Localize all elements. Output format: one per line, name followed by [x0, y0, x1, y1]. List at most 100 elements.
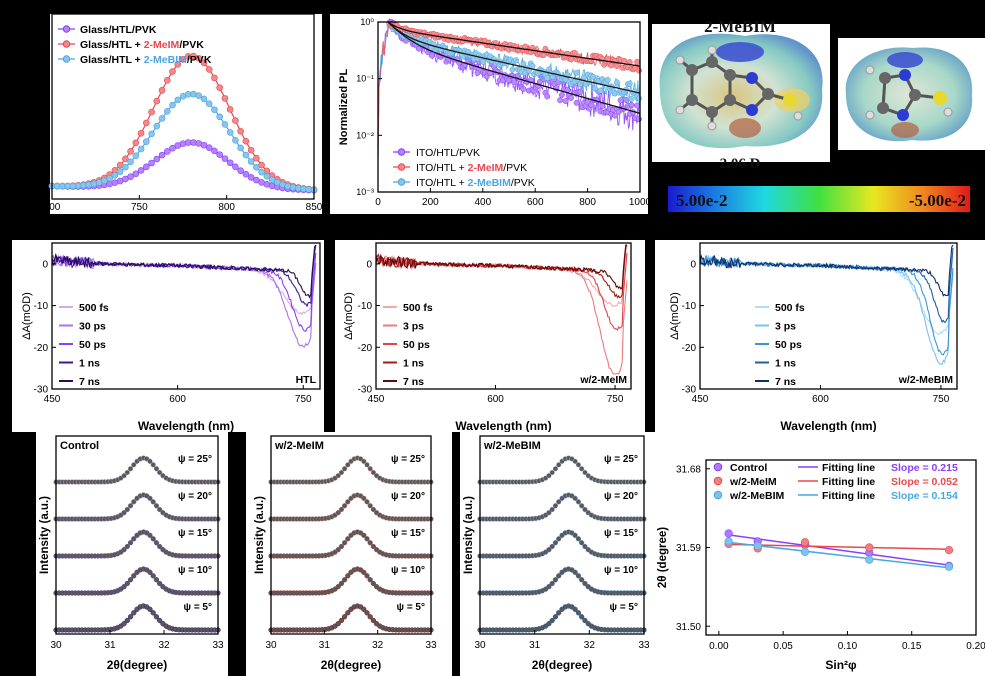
legend-entry: 500 fs	[79, 302, 109, 314]
xrd-point	[549, 617, 555, 624]
panel-a-frame	[51, 13, 315, 200]
legend-entry: Glass/HTL + 2-MeBIM/PVK	[80, 54, 212, 66]
pl-point	[122, 155, 129, 163]
xrd-point	[341, 466, 348, 472]
data-point	[944, 562, 954, 571]
legend-entry: ITO/HTL + 2-MeBIM/PVK	[416, 177, 535, 189]
legend-highlight: 2-MeIM	[468, 162, 504, 174]
xrd-point	[338, 469, 345, 476]
xrd-point	[124, 469, 130, 476]
xrd-point	[579, 577, 585, 583]
xrd-point	[546, 473, 552, 479]
panel-d-background	[12, 240, 324, 432]
pl-point	[242, 137, 250, 145]
xrd-point	[335, 510, 341, 516]
trpl-point	[628, 95, 635, 102]
pl-point	[116, 168, 124, 175]
pl-point	[174, 96, 182, 104]
xrd-point	[579, 540, 585, 546]
hydrogen-atom	[707, 45, 717, 55]
xrd-point	[153, 614, 160, 620]
legend-entry: 50 ps	[79, 339, 106, 351]
panel-e-background	[335, 240, 645, 432]
x-tick-label: 750	[607, 394, 624, 405]
y-tick-label: 31.59	[676, 543, 701, 554]
xrd-point	[552, 614, 559, 620]
legend-marker	[62, 55, 71, 63]
legend-text: Glass/HTL +	[80, 39, 144, 51]
xrd-point	[575, 536, 582, 542]
atom	[879, 72, 891, 84]
pl-point	[132, 152, 140, 160]
legend-text: Glass/HTL +	[80, 54, 144, 66]
hydrogen-atom	[943, 107, 953, 117]
legend-entry: w/2-MeBIM	[729, 490, 785, 502]
xrd-point	[361, 495, 367, 501]
xrd-point	[552, 577, 559, 583]
xrd-point	[335, 621, 341, 627]
xrd-point	[341, 577, 348, 583]
legend-text: ITO/HTL +	[416, 177, 468, 189]
data-point	[944, 546, 954, 555]
legend-entry: Control	[730, 462, 767, 474]
legend-entry: ITO/HTL/PVK	[416, 147, 480, 159]
xrd-point	[370, 617, 377, 624]
pl-point	[237, 144, 244, 152]
pl-point	[205, 144, 213, 151]
pl-point	[200, 95, 208, 103]
x-axis-label: 2θ(degree)	[107, 658, 168, 672]
data-point	[753, 541, 762, 550]
psi-label: ψ = 5°	[184, 602, 213, 613]
xrd-point	[124, 617, 130, 624]
trpl-point	[590, 73, 597, 80]
y-tick-label: -20	[358, 343, 373, 354]
xrd-point	[345, 462, 351, 468]
pl-point	[127, 148, 134, 155]
xrd-point	[361, 532, 367, 538]
xrd-point	[127, 503, 134, 509]
pl-point	[174, 61, 182, 68]
data-point	[724, 529, 733, 538]
hydrogen-atom	[675, 105, 685, 115]
pl-point	[226, 159, 234, 167]
xrd-point	[579, 466, 585, 472]
trpl-point	[591, 85, 598, 92]
colorbar-min: 5.00e-2	[676, 191, 727, 210]
xrd-point	[131, 462, 137, 468]
trpl-point	[608, 62, 615, 69]
trpl-point	[558, 92, 565, 98]
psi-label: ψ = 25°	[178, 454, 212, 465]
dipole-caption: 2.06 D	[720, 156, 761, 172]
y-tick-label: 10⁻¹	[356, 74, 374, 84]
nitrogen-atom	[746, 72, 758, 84]
x-tick-label: 31	[529, 640, 541, 651]
legend-text: ITO/HTL/PVK	[416, 147, 480, 159]
pl-point	[221, 95, 229, 102]
x-tick-label: 0	[375, 197, 381, 208]
xrd-point	[345, 536, 351, 542]
psi-label: ψ = 20°	[604, 491, 638, 502]
legend-entry: 7 ns	[79, 376, 100, 388]
y-axis-label: Intensity (a.u.)	[463, 496, 475, 574]
trpl-point	[621, 57, 628, 64]
x-tick-label: 31	[104, 640, 116, 651]
xrd-point	[546, 621, 552, 627]
molecule-name: 2-MeBIM	[704, 17, 776, 36]
hydrogen-atom	[793, 111, 803, 121]
xrd-point	[341, 614, 348, 620]
x-tick-label: 30	[265, 640, 277, 651]
xrd-point	[582, 543, 588, 550]
y-tick-label: -10	[358, 301, 373, 312]
xrd-point	[549, 469, 555, 476]
xrd-point	[572, 606, 578, 612]
xrd-point	[364, 573, 370, 579]
pl-point	[137, 167, 145, 174]
carbon-atom	[686, 64, 698, 76]
y-axis-label: Intensity (a.u.)	[254, 496, 266, 574]
pl-point	[111, 172, 119, 179]
x-tick-label: 1000	[629, 197, 652, 208]
pl-point	[148, 130, 155, 138]
pl-point	[106, 175, 113, 182]
y-axis-label: 2θ (degree)	[657, 527, 669, 588]
y-axis-label: ΔA(mOD)	[343, 292, 355, 340]
